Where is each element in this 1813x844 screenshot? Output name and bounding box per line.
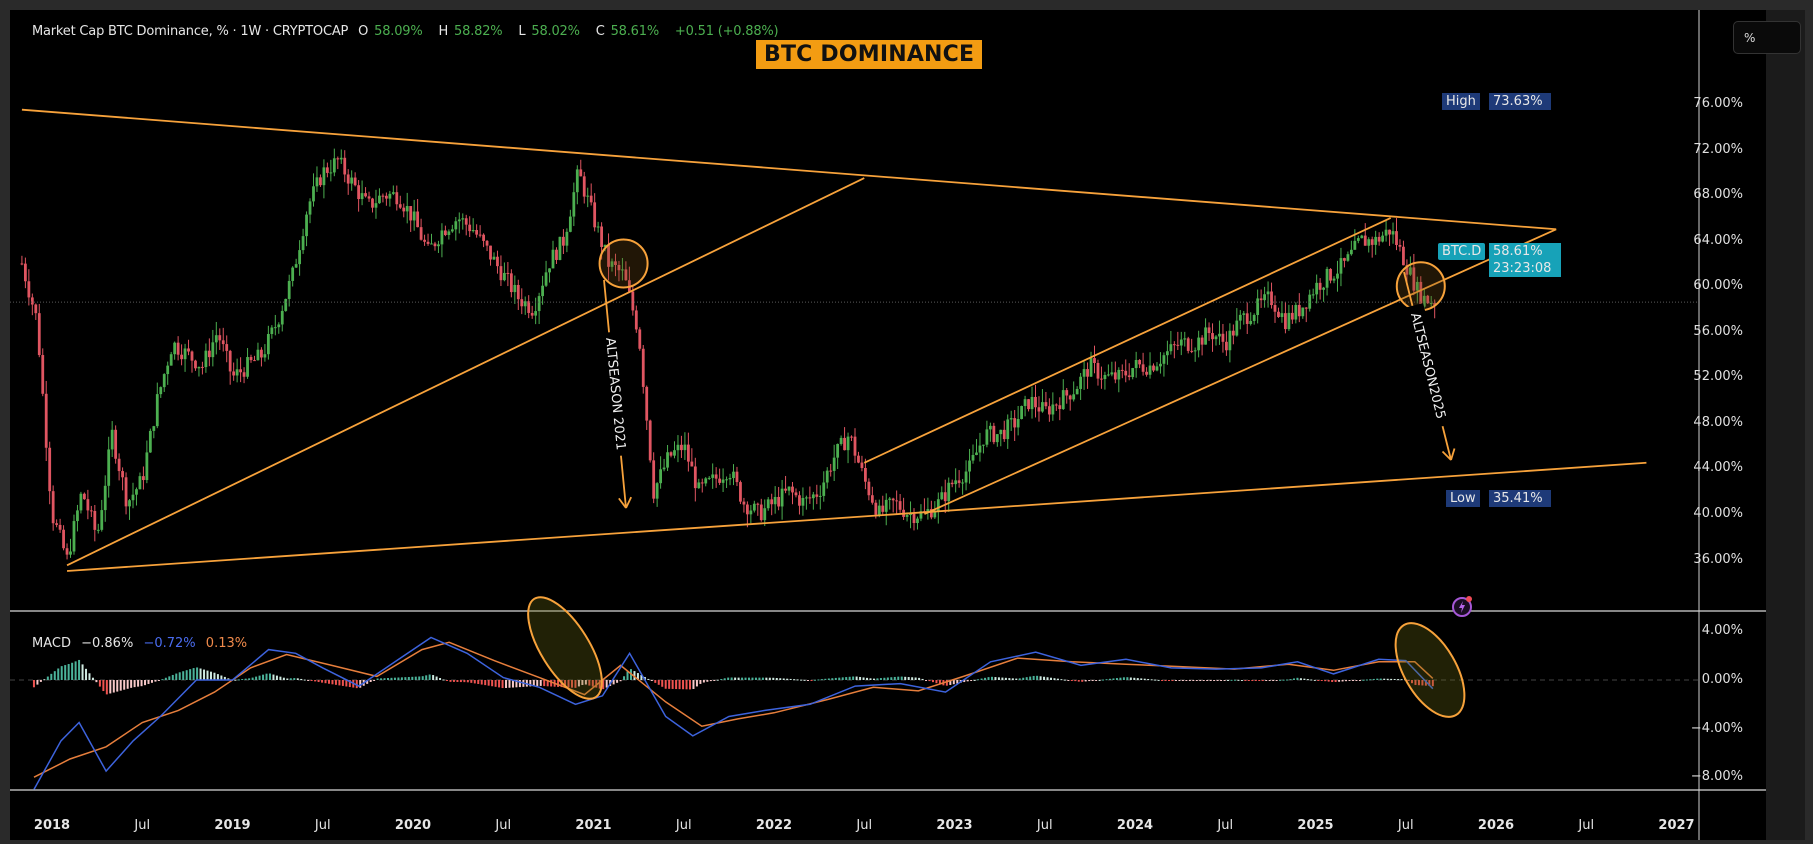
time-tick: Jul: [134, 818, 151, 833]
high-marker-value: 73.63%: [1489, 93, 1551, 110]
btc-dominance-annotation[interactable]: BTC DOMINANCE: [756, 40, 983, 69]
close-label: C: [595, 24, 605, 39]
channel_lower: [924, 228, 1557, 515]
signal-line: [33, 641, 1434, 778]
scale-unit-button[interactable]: %: [1733, 21, 1801, 54]
bar-countdown: 23:23:08: [1489, 260, 1561, 277]
time-tick: Jul: [1397, 818, 1414, 833]
symbol-legend: Market Cap BTC Dominance, % · 1W · CRYPT…: [32, 24, 784, 39]
drawings: ALTSEASON 2021 ALTSEASON2025: [21, 108, 1647, 572]
close-value: 58.61%: [610, 24, 660, 39]
time-tick: 2023: [936, 818, 973, 833]
time-tick: Jul: [1578, 818, 1595, 833]
macd-ellipse-2025: [1394, 622, 1466, 718]
macd-ellipse-2021: [527, 596, 603, 700]
price-tick: 44.00%: [1693, 460, 1743, 476]
macd-tick: −8.00%: [1690, 769, 1743, 785]
chart-window: ALTSEASON 2021 ALTSEASON2025 Market Cap B…: [10, 10, 1805, 840]
time-tick: Jul: [1217, 818, 1234, 833]
circle-highlight: [598, 238, 649, 289]
time-tick: 2026: [1477, 818, 1515, 833]
time-tick: 2024: [1116, 818, 1154, 833]
time-tick: 2021: [575, 818, 612, 833]
low-marker-value: 35.41%: [1489, 490, 1551, 507]
macd-line-value: −0.72%: [143, 636, 196, 651]
macd-tick: −4.00%: [1690, 720, 1743, 736]
price-tick: 76.00%: [1693, 96, 1743, 111]
price-tick: 56.00%: [1693, 323, 1743, 339]
low-label: L: [518, 24, 526, 39]
macd-legend[interactable]: MACD −0.86% −0.72% 0.13%: [32, 636, 247, 651]
time-tick: 2022: [755, 818, 793, 833]
price-tick: 52.00%: [1693, 369, 1743, 385]
chart-canvas[interactable]: ALTSEASON 2021 ALTSEASON2025: [10, 10, 1805, 840]
macd-title: MACD: [32, 636, 71, 651]
price-tick: 72.00%: [1693, 141, 1743, 157]
macd-line: [33, 636, 1434, 790]
high-marker-label: High: [1442, 93, 1480, 110]
macd-tick: 4.00%: [1701, 623, 1743, 639]
time-tick: Jul: [1036, 818, 1053, 833]
macd-signal-value: 0.13%: [205, 636, 248, 651]
time-tick: Jul: [675, 818, 692, 833]
candles: [20, 148, 1437, 560]
price-tick: 40.00%: [1693, 506, 1743, 522]
time-tick: 2025: [1297, 818, 1334, 833]
price-tick: 64.00%: [1693, 232, 1743, 248]
symbol-title[interactable]: Market Cap BTC Dominance, % · 1W · CRYPT…: [32, 24, 349, 39]
low-marker-label: Low: [1446, 490, 1480, 507]
channel_upper: [863, 217, 1392, 464]
open-value: 58.09%: [374, 24, 423, 39]
time-tick: 2020: [394, 818, 432, 833]
price-tick: 48.00%: [1693, 414, 1743, 430]
time-tick: 2018: [33, 818, 71, 833]
macd-tick: 0.00%: [1701, 672, 1743, 687]
descending_trendline: [21, 108, 1557, 231]
price-tick: 36.00%: [1693, 551, 1743, 567]
macd-histogram: [32, 659, 1434, 695]
time-tick: Jul: [856, 818, 873, 833]
price-tick: 68.00%: [1693, 187, 1743, 203]
open-label: O: [358, 24, 369, 39]
time-tick: Jul: [495, 818, 512, 833]
time-tick: Jul: [314, 818, 331, 833]
high-value: 58.82%: [454, 24, 503, 39]
ascending_trendline: [66, 177, 865, 567]
symbol-price-tag: BTC.D: [1438, 243, 1486, 260]
high-label: H: [438, 24, 449, 39]
macd-histogram-value: −0.86%: [81, 636, 134, 651]
price-tick: 60.00%: [1693, 278, 1743, 294]
time-tick: 2027: [1658, 818, 1695, 833]
change-value: +0.51 (+0.88%): [674, 24, 779, 39]
lightning-alert-icon[interactable]: [1450, 593, 1476, 619]
circle-highlight: [1395, 261, 1446, 312]
low-value: 58.02%: [531, 24, 580, 39]
last-price-value: 58.61%: [1489, 243, 1561, 260]
ascending_support: [66, 461, 1647, 572]
time-tick: 2019: [214, 818, 251, 833]
